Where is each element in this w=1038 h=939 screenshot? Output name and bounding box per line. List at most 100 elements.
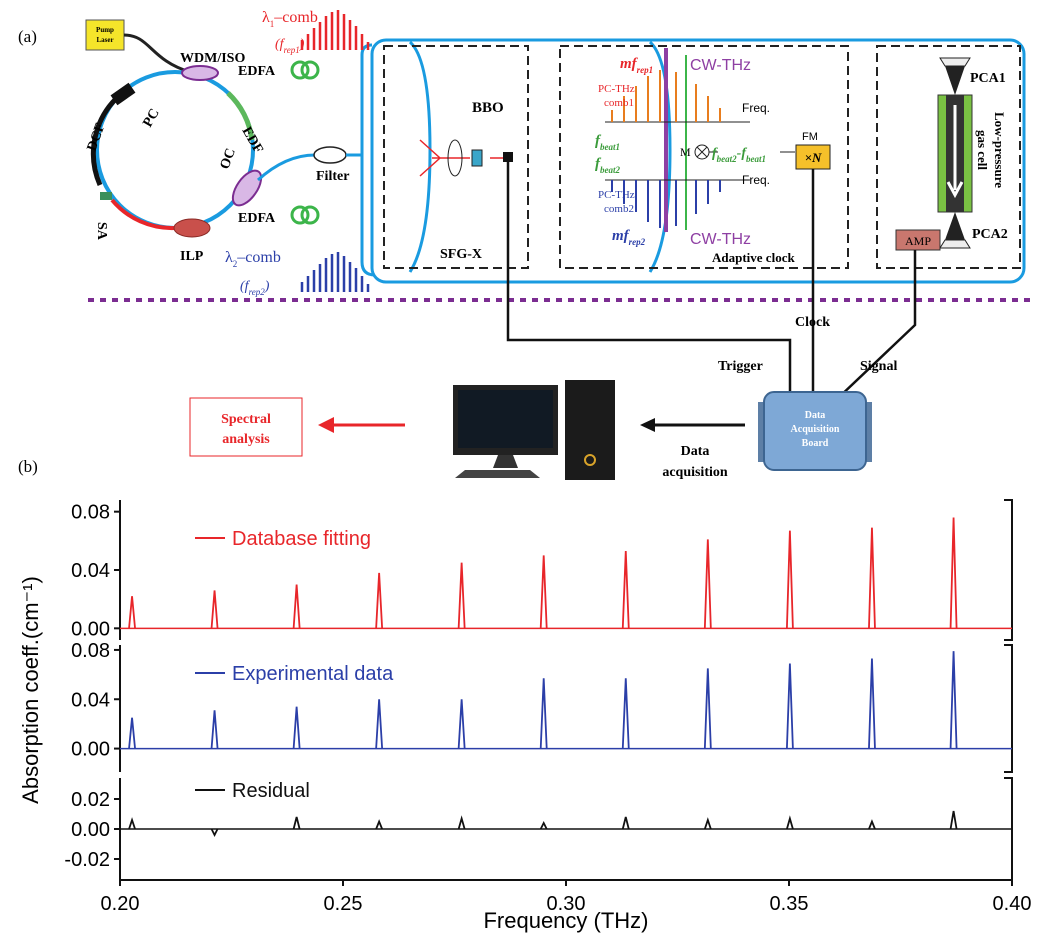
t: f <box>595 156 602 172</box>
arrowhead <box>640 418 655 432</box>
peak <box>703 539 712 629</box>
t: λ <box>262 9 270 26</box>
peak <box>621 551 630 629</box>
peak <box>621 816 630 830</box>
label: acquisition <box>662 465 728 480</box>
label: Freq. <box>742 173 770 187</box>
comb2-rate: (frep2) <box>240 279 270 297</box>
t: beat2 <box>600 165 620 175</box>
t: rep2 <box>249 287 266 297</box>
t: beat1 <box>746 154 766 164</box>
peak <box>785 663 794 749</box>
label: PCA1 <box>970 71 1006 86</box>
label: PC <box>140 106 162 130</box>
y-tick-label: -0.02 <box>64 849 110 871</box>
label: SFG-X <box>440 247 482 262</box>
label: ×N <box>805 150 822 165</box>
t: rep1 <box>637 65 654 75</box>
t: rep2 <box>629 237 646 247</box>
label: mfrep2 <box>612 228 646 247</box>
peak <box>868 527 876 629</box>
peak <box>210 828 219 838</box>
freq-axis <box>605 121 750 181</box>
label: CW-THz <box>690 57 751 74</box>
peak <box>621 678 630 749</box>
legend-label: Residual <box>232 780 310 802</box>
x-tick-label: 0.35 <box>770 893 809 915</box>
label: M <box>680 145 691 159</box>
peak <box>786 815 794 830</box>
dashed-boxes <box>383 45 1021 269</box>
panel-label: (b) <box>18 457 38 476</box>
edfa-coils <box>290 60 320 225</box>
label: Data <box>805 410 826 421</box>
label: CW-THz <box>690 231 751 248</box>
power-button <box>584 454 596 466</box>
pump-laser-box <box>85 19 125 51</box>
sa-box <box>100 192 112 200</box>
t: ) <box>264 279 270 294</box>
peak <box>785 530 794 629</box>
label: comb2 <box>604 203 634 215</box>
y-tick-label: 0.00 <box>71 739 110 761</box>
panel-label: (a) <box>18 27 37 46</box>
t: beat2 <box>717 154 737 164</box>
label: BBO <box>472 100 504 116</box>
x-tick-label: 0.30 <box>547 893 586 915</box>
y-tick-label: 0.02 <box>71 789 110 811</box>
t: rep1 <box>284 45 300 55</box>
comb2-label: λ2–comb <box>225 249 281 269</box>
y-tick-label: 0.08 <box>71 640 110 662</box>
right-bracket <box>1004 499 1013 641</box>
t: -f <box>737 146 748 161</box>
spectral-box <box>189 397 303 457</box>
comb2-lines <box>300 252 370 292</box>
x-tick-label: 0.40 <box>993 893 1032 915</box>
arrow <box>946 105 964 199</box>
peak <box>457 815 466 830</box>
comb1-lines <box>300 10 370 50</box>
peak <box>539 555 548 629</box>
peak <box>375 699 384 749</box>
peak <box>457 562 466 629</box>
label: fbeat1 <box>595 133 620 152</box>
comb1-rate: (frep1) <box>275 37 305 55</box>
peak <box>128 596 136 629</box>
label: EDF <box>239 125 266 157</box>
peak <box>128 717 136 749</box>
label: OC <box>218 147 239 172</box>
arrowhead <box>318 417 334 433</box>
red-fiber <box>110 198 176 231</box>
label: Acquisition <box>791 424 840 435</box>
t: f <box>712 146 718 161</box>
y-tick-label: 0.00 <box>71 819 110 841</box>
t: mf <box>620 56 639 72</box>
label: Clock <box>795 315 830 330</box>
peak <box>703 817 712 830</box>
label: Spectral <box>221 412 271 427</box>
t: –comb <box>273 9 318 26</box>
pc-box <box>110 82 136 106</box>
legend-label: Experimental data <box>232 663 394 685</box>
diagram: (a) Pump Laser WDM/ISO PC DCF EDF SA OC … <box>18 9 1030 480</box>
oc <box>231 169 263 207</box>
label: ILP <box>180 249 204 264</box>
label: EDFA <box>238 211 276 226</box>
peak <box>292 816 301 830</box>
fiber <box>123 33 191 74</box>
y-axis-label: Absorption coeff.(cm⁻¹) <box>18 576 43 804</box>
label: Adaptive clock <box>712 250 795 265</box>
comb1-label: λ1–comb <box>262 9 318 29</box>
keyboard <box>455 470 540 478</box>
detector <box>503 152 513 162</box>
fiber <box>408 40 672 273</box>
comb1-sticks <box>611 70 721 122</box>
peak <box>539 678 548 749</box>
peak <box>539 820 548 830</box>
label: PCA2 <box>972 227 1008 242</box>
label: analysis <box>222 432 270 447</box>
label: Filter <box>316 169 349 184</box>
x-tick-label: 0.25 <box>324 893 363 915</box>
wires <box>506 162 917 401</box>
